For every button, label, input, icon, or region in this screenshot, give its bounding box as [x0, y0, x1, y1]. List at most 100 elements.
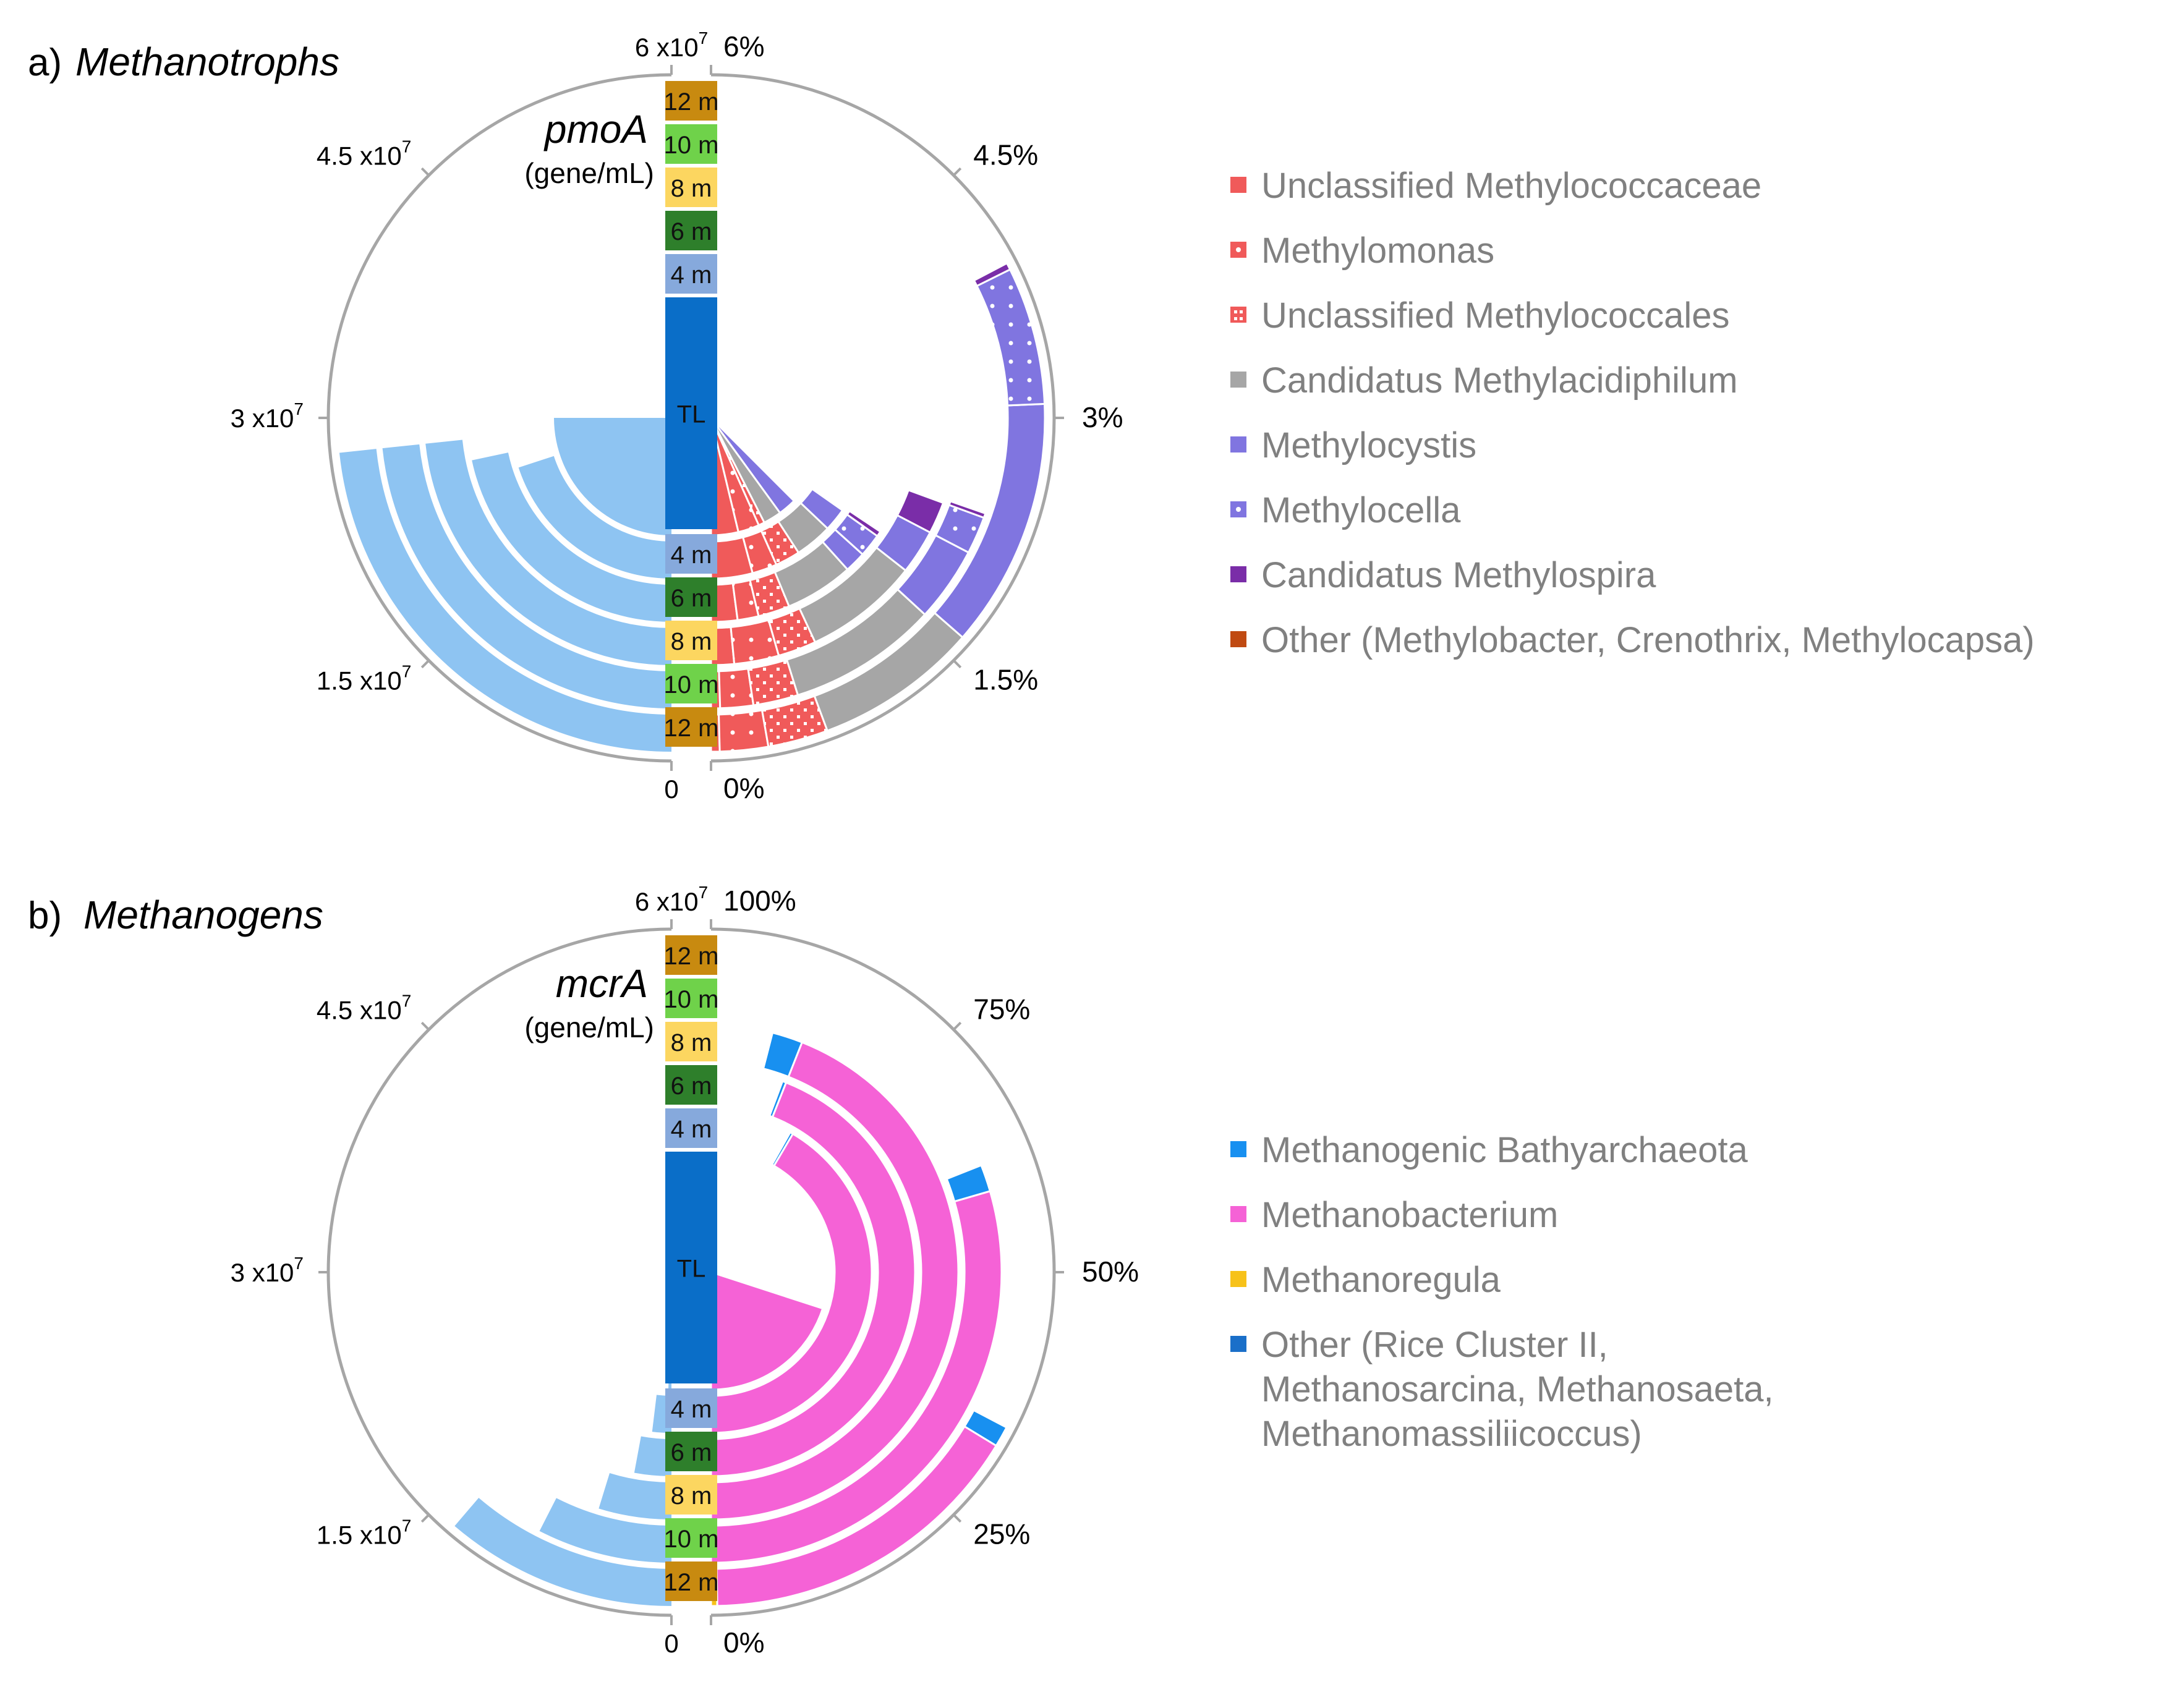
legend-swatch-dot [1240, 310, 1243, 313]
composition-pattern [761, 521, 799, 565]
composition-pattern [718, 710, 769, 752]
depth-box-lower [665, 1561, 717, 1601]
depth-label-tl: TL [677, 401, 706, 428]
abundance-tick [420, 167, 430, 176]
depth-label: 10 m [664, 1526, 719, 1553]
depth-box-lower [665, 1432, 717, 1471]
legend-swatch [1230, 372, 1246, 388]
depth-box-upper [665, 1022, 717, 1061]
depth-label: 12 m [664, 88, 719, 116]
depth-label: 12 m [664, 1569, 719, 1596]
depth-label: 8 m [671, 175, 712, 202]
composition-segment [768, 1080, 788, 1118]
legend-label: Unclassified Methylococcaceae [1261, 166, 1761, 206]
depth-label: 4 m [671, 542, 712, 569]
composition-pattern [976, 269, 1045, 406]
composition-segment [710, 1041, 960, 1521]
composition-tick-label: 50% [1082, 1256, 1139, 1288]
legend-label: Methylomonas [1261, 231, 1494, 271]
composition-pattern [769, 608, 816, 656]
legend-label: Methanomassiliicoccus) [1261, 1414, 1642, 1454]
abundance-tick-label: 1.5 x107 [317, 661, 411, 695]
depth-label: 10 m [664, 986, 719, 1013]
outer-circle-right [710, 73, 1056, 763]
abundance-tick-label: 3 x107 [231, 399, 304, 433]
depth-label: 8 m [671, 1482, 712, 1510]
composition-segment [710, 1270, 824, 1391]
composition-tick-label: 4.5% [973, 139, 1038, 171]
legend-swatch [1230, 1271, 1246, 1287]
abundance-bar [425, 440, 671, 665]
abundance-tick-label: 0 [664, 1629, 678, 1658]
panel-a-label: a) [28, 41, 62, 84]
legend-swatch [1230, 566, 1246, 582]
panel-b: b) Methanogens 12 m 10 m 8 m 6 m 4 m TL 4 m 6 m… [28, 883, 1774, 1659]
composition-tick [953, 167, 962, 176]
abundance-tick-label: 3 x107 [231, 1254, 304, 1287]
legend-label: Methylocella [1261, 490, 1461, 530]
depth-box-upper [665, 168, 717, 207]
depth-box-upper [665, 81, 717, 121]
composition-pattern [835, 514, 877, 554]
depth-box-lower [665, 1518, 717, 1558]
legend-label: Methylocystis [1261, 425, 1476, 465]
legend-label: Methanobacterium [1261, 1195, 1558, 1235]
composition-segment [896, 488, 945, 534]
legend-label: Candidatus Methylospira [1261, 555, 1656, 595]
panel-a-legend: Unclassified Methylococcaceae Methylomona… [1230, 166, 2035, 660]
abundance-tick-label: 4.5 x107 [317, 137, 411, 171]
depth-label: 10 m [664, 132, 719, 159]
composition-segment [948, 499, 987, 519]
abundance-bar [339, 449, 671, 752]
depth-label: 12 m [664, 943, 719, 970]
depth-label: 6 m [671, 1073, 712, 1100]
depth-label-tl: TL [677, 1256, 706, 1283]
legend-label: Candidatus Methylacidiphilum [1261, 360, 1738, 401]
abundance-bar [472, 452, 671, 622]
composition-tick-label: 75% [973, 993, 1030, 1026]
depth-box-tl [665, 1152, 717, 1383]
depth-label: 12 m [664, 715, 719, 742]
panel-a-title: Methanotrophs [75, 40, 339, 84]
abundance-tick-label: 0 [664, 775, 678, 804]
legend-swatch-dot [1234, 317, 1237, 320]
panel-b-chart: 12 m 10 m 8 m 6 m 4 m TL 4 m 6 m 8 m 10 m 12 m mcrA… [231, 883, 1139, 1659]
panel-b-title: Methanogens [83, 893, 323, 937]
depth-label: 4 m [671, 1116, 712, 1143]
depth-box-upper [665, 1065, 717, 1105]
legend-label: Other (Rice Cluster II, [1261, 1325, 1608, 1365]
panel-a-chart: 12 m 10 m 8 m 6 m 4 m TL 4 m 6 m 8 m 10 m 12 m pmoA… [231, 28, 1123, 804]
legend-swatch [1230, 631, 1246, 647]
depth-box-lower [665, 534, 717, 574]
depth-label: 4 m [671, 261, 712, 289]
abundance-tick [420, 1021, 430, 1030]
composition-tick [953, 1021, 962, 1030]
legend-swatch-dot [1240, 317, 1243, 320]
depth-label: 10 m [664, 671, 719, 699]
depth-box-upper [665, 124, 717, 164]
abundance-bar [518, 456, 671, 579]
depth-box-upper [665, 935, 717, 975]
abundance-tick-label: 6 x107 [635, 28, 708, 62]
depth-box-upper [665, 211, 717, 250]
composition-tick-label: 1.5% [973, 663, 1038, 695]
outer-circle-left [326, 927, 672, 1617]
abundance-tick-label: 1.5 x107 [317, 1516, 411, 1549]
composition-tick-label: 100% [723, 885, 796, 917]
legend-swatch [1230, 177, 1246, 193]
legend-swatch-dot [1236, 507, 1241, 512]
composition-segment [845, 509, 882, 538]
depth-box-upper [665, 979, 717, 1018]
composition-segment [963, 1409, 1008, 1447]
depth-box-lower [665, 707, 717, 747]
abundance-bar [634, 1436, 671, 1476]
abundance-tick-label: 4.5 x107 [317, 992, 411, 1025]
composition-tick [953, 660, 962, 669]
panel-a: a) Methanotrophs 12 m 10 m 8 m 6 m 4 m TL 4 m 6… [28, 28, 2035, 804]
panel-b-legend: Methanogenic Bathyarchaeota Methanobacter… [1230, 1130, 1774, 1454]
composition-pattern [718, 668, 754, 708]
composition-tick-label: 0% [723, 772, 764, 804]
composition-tick-label: 3% [1082, 401, 1123, 433]
abundance-bar [454, 1497, 671, 1606]
